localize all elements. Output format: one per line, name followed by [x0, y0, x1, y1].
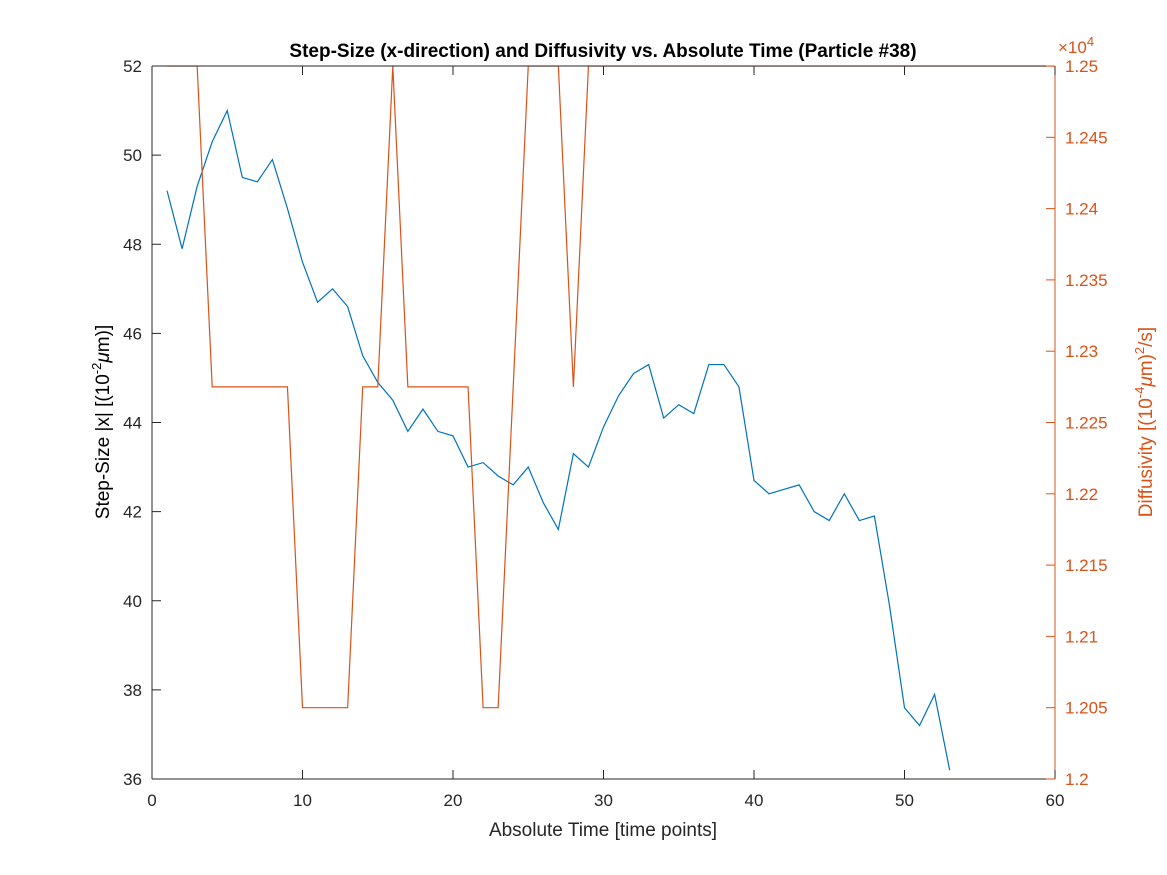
axes-layer: 0 10 20 30 40 50 60 36 38 40 42 44 46 48 50 52 1.2 1.205 1…: [123, 57, 1107, 810]
step-size-series-line: [166, 108, 951, 771]
y-right-tick-label: 1.205: [1065, 699, 1108, 718]
y-left-tick-label: 52: [123, 57, 142, 76]
y-right-tick-label: 1.245: [1065, 128, 1108, 147]
y-right-tick-label: 1.24: [1065, 200, 1098, 219]
y-left-tick-label: 50: [123, 146, 142, 165]
chart-title: Step-Size (x-direction) and Diffusivity …: [289, 41, 916, 62]
y-left-tick-label: 46: [123, 324, 142, 343]
y-left-tick-label: 36: [123, 770, 142, 789]
y-left-tick-label: 48: [123, 235, 142, 254]
y-right-tick-label: 1.2: [1065, 770, 1089, 789]
diffusivity-series-line: [167, 66, 1055, 709]
x-tick-label: 60: [1046, 791, 1065, 810]
y-left-tick-label: 40: [123, 592, 142, 611]
y-right-tick-label: 1.215: [1065, 556, 1108, 575]
x-tick-label: 20: [444, 791, 463, 810]
y-right-exponent-label: ×104: [1058, 34, 1094, 57]
y-right-axis-title: Diffusivity [(10-4μm)2/s]: [1132, 327, 1157, 517]
x-tick-label: 10: [293, 791, 312, 810]
series-layer: [166, 66, 1055, 771]
x-tick-label: 40: [745, 791, 764, 810]
y-right-tick-label: 1.225: [1065, 414, 1108, 433]
y-right-tick-label: 1.22: [1065, 485, 1098, 504]
x-axis-title: Absolute Time [time points]: [489, 820, 717, 841]
y-right-tick-label: 1.235: [1065, 271, 1108, 290]
x-tick-label: 50: [895, 791, 914, 810]
y-right-tick-label: 1.21: [1065, 627, 1098, 646]
y-left-tick-label: 42: [123, 503, 142, 522]
y-right-tick-label: 1.25: [1065, 57, 1098, 76]
y-left-tick-label: 44: [123, 414, 142, 433]
x-tick-label: 30: [594, 791, 613, 810]
y-left-axis-title: Step-Size |x| [(10-2μm)]: [89, 325, 114, 519]
y-right-tick-label: 1.23: [1065, 342, 1098, 361]
x-tick-label: 0: [147, 791, 156, 810]
y-left-tick-label: 38: [123, 681, 142, 700]
plot-area: [152, 66, 1055, 779]
